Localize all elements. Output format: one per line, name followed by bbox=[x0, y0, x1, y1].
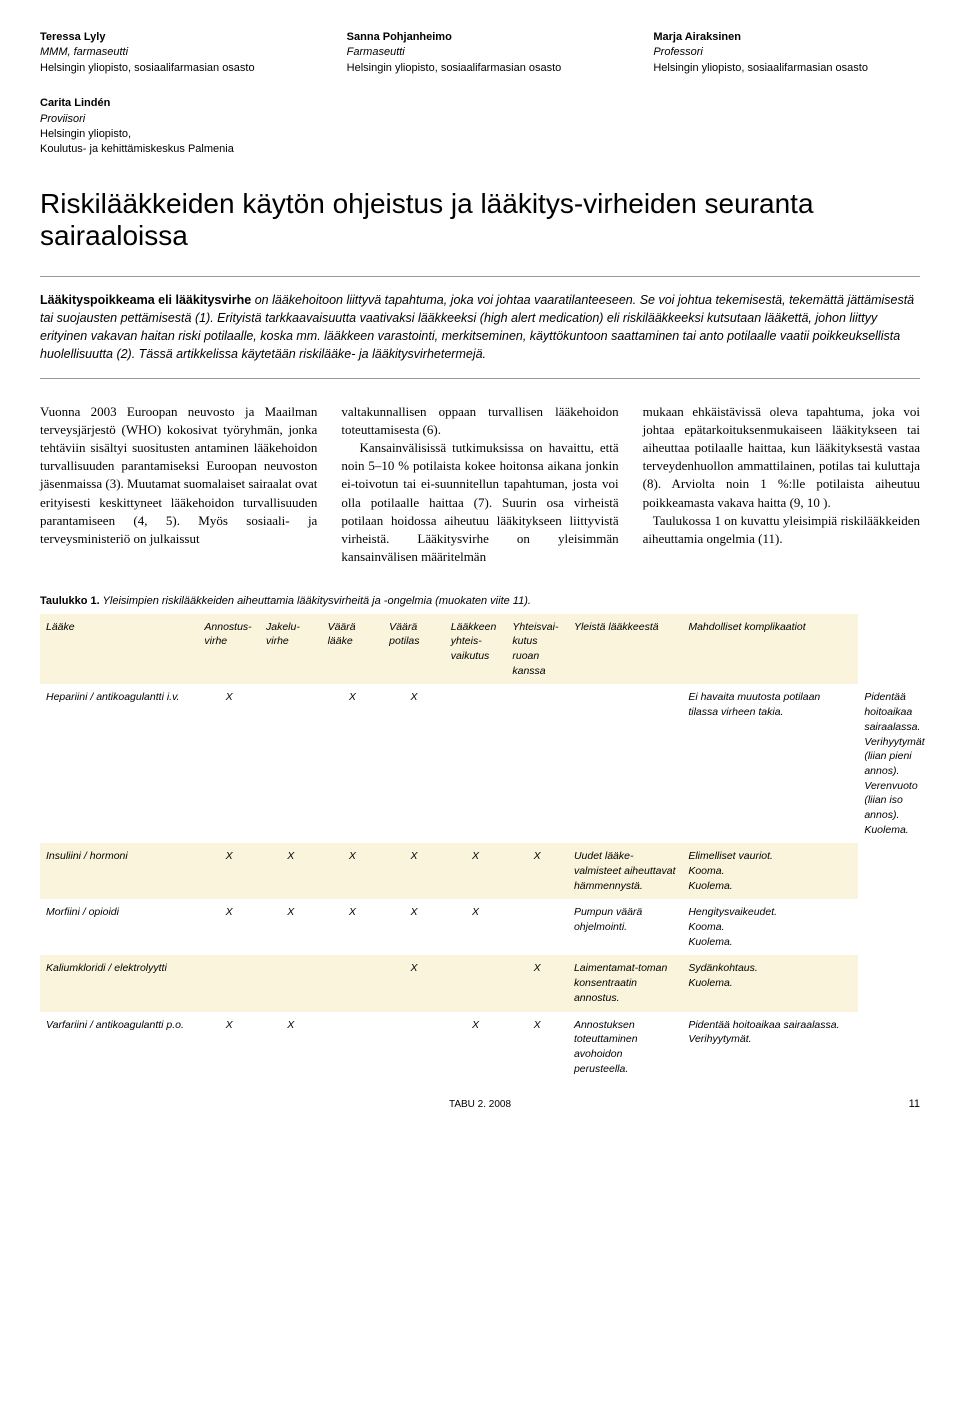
body-text: Vuonna 2003 Euroopan neuvosto ja Maailma… bbox=[40, 404, 317, 546]
table-cell: X bbox=[445, 899, 507, 955]
table-cell bbox=[506, 684, 568, 843]
table-caption: Taulukko 1. Yleisimpien riskilääkkeiden … bbox=[40, 594, 920, 609]
table-cell: Pidentää hoitoaikaa sairaalassa. Verihyy… bbox=[682, 1012, 858, 1083]
table-body: Hepariini / antikoagulantti i.v.XXXEi ha… bbox=[40, 684, 920, 1082]
table-header: Yhteisvai-kutus ruoan kanssa bbox=[506, 614, 568, 685]
table-cell: Pumpun väärä ohjelmointi. bbox=[568, 899, 682, 955]
table-cell: X bbox=[322, 684, 384, 843]
table-cell: X bbox=[198, 899, 260, 955]
table-cell bbox=[568, 684, 682, 843]
table-cell: Annostuksen toteuttaminen avohoidon peru… bbox=[568, 1012, 682, 1083]
table-cell bbox=[322, 1012, 384, 1083]
table-cell: X bbox=[445, 843, 507, 899]
table-cell: Laimentamat-toman konsentraatin annostus… bbox=[568, 955, 682, 1011]
table-cell: X bbox=[506, 843, 568, 899]
author-block: Marja Airaksinen Professori Helsingin yl… bbox=[653, 30, 920, 76]
author-affiliation: Helsingin yliopisto, sosiaalifarmasian o… bbox=[40, 61, 307, 76]
table-cell: X bbox=[198, 684, 260, 843]
table-cell: Varfariini / antikoagulantti p.o. bbox=[40, 1012, 198, 1083]
table-cell: Elimelliset vauriot. Kooma. Kuolema. bbox=[682, 843, 858, 899]
author-block: Sanna Pohjanheimo Farmaseutti Helsingin … bbox=[347, 30, 614, 76]
author-row: Teressa Lyly MMM, farmaseutti Helsingin … bbox=[40, 30, 920, 76]
author-name: Marja Airaksinen bbox=[653, 30, 920, 45]
table-cell: X bbox=[506, 955, 568, 1011]
table-cell bbox=[322, 955, 384, 1011]
table-cell: Ei havaita muutosta potilaan tilassa vir… bbox=[682, 684, 858, 843]
table-header: Mahdolliset komplikaatiot bbox=[682, 614, 858, 685]
body-column: Vuonna 2003 Euroopan neuvosto ja Maailma… bbox=[40, 403, 317, 567]
table-cell: Hengitysvaikeudet. Kooma. Kuolema. bbox=[682, 899, 858, 955]
table-cell: X bbox=[198, 1012, 260, 1083]
table-cell: X bbox=[383, 684, 445, 843]
author-affiliation: Koulutus- ja kehittämiskeskus Palmenia bbox=[40, 142, 920, 157]
table-header: Väärä potilas bbox=[383, 614, 445, 685]
table-cell bbox=[260, 684, 322, 843]
table-cell bbox=[198, 955, 260, 1011]
table-cell: X bbox=[383, 955, 445, 1011]
abstract-lead: Lääkityspoikkeama eli lääkitysvirhe bbox=[40, 293, 251, 307]
table-cell: Kaliumkloridi / elektrolyytti bbox=[40, 955, 198, 1011]
table-cell: Morfiini / opioidi bbox=[40, 899, 198, 955]
table-header: Lääkkeen yhteis-vaikutus bbox=[445, 614, 507, 685]
table-cell: Sydänkohtaus. Kuolema. bbox=[682, 955, 858, 1011]
table-cell: X bbox=[506, 1012, 568, 1083]
table-cell: X bbox=[383, 843, 445, 899]
author-title: Farmaseutti bbox=[347, 45, 614, 60]
table-cell: X bbox=[383, 899, 445, 955]
abstract-box: Lääkityspoikkeama eli lääkitysvirhe on l… bbox=[40, 276, 920, 379]
table-header: Lääke bbox=[40, 614, 198, 685]
table-cell bbox=[260, 955, 322, 1011]
table-caption-label: Taulukko 1. bbox=[40, 595, 100, 607]
author-name: Carita Lindén bbox=[40, 96, 920, 111]
table-cell: Uudet lääke-valmisteet aiheuttavat hämme… bbox=[568, 843, 682, 899]
table-row: Morfiini / opioidiXXXXXPumpun väärä ohje… bbox=[40, 899, 920, 955]
table-row: Insuliini / hormoniXXXXXXUudet lääke-val… bbox=[40, 843, 920, 899]
author-affiliation: Helsingin yliopisto, bbox=[40, 127, 920, 142]
author-name: Teressa Lyly bbox=[40, 30, 307, 45]
author-affiliation: Helsingin yliopisto, sosiaalifarmasian o… bbox=[653, 61, 920, 76]
table-row: Kaliumkloridi / elektrolyyttiXXLaimentam… bbox=[40, 955, 920, 1011]
table-header: Annostus-virhe bbox=[198, 614, 260, 685]
table-cell: Hepariini / antikoagulantti i.v. bbox=[40, 684, 198, 843]
table-header: Yleistä lääkkeestä bbox=[568, 614, 682, 685]
author-title: Professori bbox=[653, 45, 920, 60]
body-text: valtakunnallisen oppaan turvallisen lääk… bbox=[341, 404, 622, 565]
author-title: MMM, farmaseutti bbox=[40, 45, 307, 60]
author-title: Proviisori bbox=[40, 112, 920, 127]
author-block: Teressa Lyly MMM, farmaseutti Helsingin … bbox=[40, 30, 307, 76]
page-number: 11 bbox=[909, 1097, 920, 1112]
table-cell: X bbox=[260, 843, 322, 899]
table-cell: Pidentää hoitoaikaa sairaalassa. Verihyy… bbox=[858, 684, 920, 843]
table-cell: X bbox=[260, 1012, 322, 1083]
table-header-row: Lääke Annostus-virhe Jakelu-virhe Väärä … bbox=[40, 614, 920, 685]
author-name: Sanna Pohjanheimo bbox=[347, 30, 614, 45]
page-footer: TABU 2. 2008 11 bbox=[40, 1098, 920, 1112]
table-cell: X bbox=[260, 899, 322, 955]
table-cell bbox=[383, 1012, 445, 1083]
author-affiliation: Helsingin yliopisto, sosiaalifarmasian o… bbox=[347, 61, 614, 76]
article-title: Riskilääkkeiden käytön ohjeistus ja lääk… bbox=[40, 188, 920, 252]
table-cell: X bbox=[322, 899, 384, 955]
body-columns: Vuonna 2003 Euroopan neuvosto ja Maailma… bbox=[40, 403, 920, 567]
table-cell: X bbox=[322, 843, 384, 899]
body-column: valtakunnallisen oppaan turvallisen lääk… bbox=[341, 403, 618, 567]
table-caption-text: Yleisimpien riskilääkkeiden aiheuttamia … bbox=[100, 595, 531, 607]
table-cell bbox=[445, 684, 507, 843]
body-column: mukaan ehkäistävissä oleva tapahtuma, jo… bbox=[643, 403, 920, 567]
table-row: Hepariini / antikoagulantti i.v.XXXEi ha… bbox=[40, 684, 920, 843]
table-cell bbox=[445, 955, 507, 1011]
table-cell: X bbox=[198, 843, 260, 899]
body-text: mukaan ehkäistävissä oleva tapahtuma, jo… bbox=[643, 404, 924, 546]
table-cell: X bbox=[445, 1012, 507, 1083]
table-cell: Insuliini / hormoni bbox=[40, 843, 198, 899]
table-row: Varfariini / antikoagulantti p.o.XXXXAnn… bbox=[40, 1012, 920, 1083]
table-header: Väärä lääke bbox=[322, 614, 384, 685]
table-header: Jakelu-virhe bbox=[260, 614, 322, 685]
table-cell bbox=[506, 899, 568, 955]
journal-label: TABU 2. 2008 bbox=[449, 1099, 511, 1110]
author-block: Carita Lindén Proviisori Helsingin yliop… bbox=[40, 96, 920, 158]
risk-drug-table: Lääke Annostus-virhe Jakelu-virhe Väärä … bbox=[40, 614, 920, 1083]
